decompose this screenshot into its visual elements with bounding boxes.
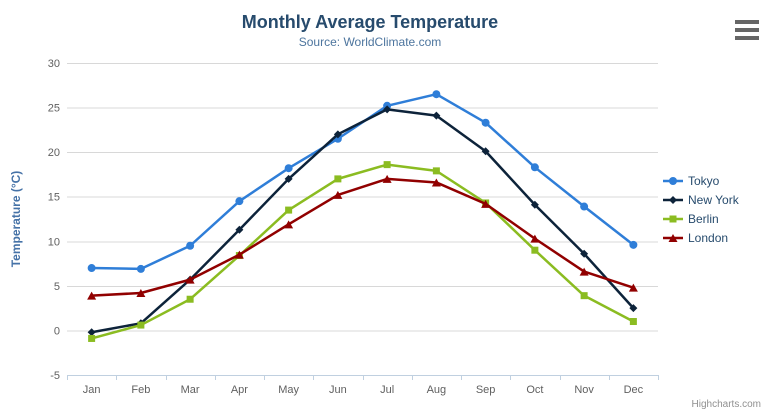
series-marker[interactable]	[580, 292, 588, 300]
series-line-new-york[interactable]	[90, 108, 635, 334]
series-marker[interactable]	[530, 163, 539, 172]
y-axis-label: 20	[48, 147, 60, 159]
legend-label: London	[688, 230, 729, 245]
x-axis-label: Oct	[526, 384, 543, 396]
legend-item-tokyo[interactable]: Tokyo	[663, 171, 739, 190]
y-axis-label: 25	[48, 103, 60, 115]
series-marker[interactable]	[580, 249, 589, 258]
x-axis-label: Feb	[131, 384, 150, 396]
series-line-berlin[interactable]	[90, 163, 635, 340]
series-marker[interactable]	[628, 283, 638, 292]
x-axis-label: Mar	[181, 384, 200, 396]
legend-label: Berlin	[688, 211, 719, 226]
x-axis-label: Jan	[83, 384, 101, 396]
series-marker[interactable]	[383, 161, 391, 169]
series-marker[interactable]	[629, 318, 637, 326]
legend-item-new-york[interactable]: New York	[663, 190, 739, 209]
x-axis-label: Sep	[476, 384, 496, 396]
y-axis-title: Temperature (°C)	[9, 171, 23, 268]
chart-subtitle: Source: WorldClimate.com	[298, 35, 442, 49]
y-axis-label: 15	[48, 192, 60, 204]
series-marker[interactable]	[481, 199, 491, 208]
series-marker[interactable]	[334, 175, 342, 183]
legend-item-london[interactable]: London	[663, 228, 739, 247]
series-marker[interactable]	[235, 197, 244, 206]
series-marker[interactable]	[333, 130, 342, 139]
chart-title: Monthly Average Temperature	[241, 12, 499, 32]
x-axis-label: Nov	[574, 384, 594, 396]
y-axis-label: 10	[48, 236, 60, 248]
series-marker[interactable]	[530, 200, 539, 209]
y-axis-label: 5	[54, 281, 60, 293]
series-marker[interactable]	[87, 264, 96, 273]
series-marker[interactable]	[87, 328, 96, 337]
triangle-legend-marker-icon	[663, 233, 683, 242]
series-marker[interactable]	[629, 304, 638, 313]
x-axis-label: Dec	[624, 384, 644, 396]
series-marker[interactable]	[333, 190, 343, 199]
series-marker[interactable]	[530, 234, 540, 243]
series-marker[interactable]	[531, 246, 539, 254]
legend-label: New York	[688, 192, 739, 207]
series-marker[interactable]	[481, 147, 490, 156]
series-marker[interactable]	[579, 267, 589, 276]
series-marker[interactable]	[431, 178, 441, 187]
series-marker[interactable]	[629, 240, 638, 249]
hamburger-icon	[735, 20, 759, 24]
series-marker[interactable]	[432, 111, 441, 120]
series-marker[interactable]	[88, 334, 96, 342]
legend: Tokyo New York Berlin London	[663, 171, 739, 247]
circle-legend-marker-icon	[663, 176, 683, 185]
series-marker[interactable]	[136, 288, 146, 297]
x-axis-label: Jun	[329, 384, 347, 396]
series-marker[interactable]	[285, 206, 293, 214]
series-line-tokyo[interactable]	[90, 92, 635, 271]
series-marker[interactable]	[580, 202, 589, 211]
y-axis-label: -5	[50, 370, 60, 382]
series-marker[interactable]	[432, 167, 440, 175]
y-axis-label: 0	[54, 325, 60, 337]
legend-label: Tokyo	[688, 173, 720, 188]
x-axis-label: Aug	[427, 384, 447, 396]
x-axis-label: May	[278, 384, 299, 396]
series-marker[interactable]	[383, 105, 392, 114]
series-marker[interactable]	[432, 90, 441, 99]
series-marker[interactable]	[186, 241, 195, 250]
series-marker[interactable]	[234, 250, 244, 259]
y-axis-label: 30	[48, 58, 60, 70]
legend-item-berlin[interactable]: Berlin	[663, 209, 739, 228]
series-marker[interactable]	[382, 174, 392, 183]
series-marker[interactable]	[185, 275, 195, 284]
series-marker[interactable]	[235, 225, 244, 234]
series-marker[interactable]	[284, 164, 293, 173]
export-menu-button[interactable]	[735, 20, 760, 40]
series-marker[interactable]	[284, 220, 294, 229]
series-marker[interactable]	[186, 295, 194, 303]
series-marker[interactable]	[136, 264, 145, 273]
series-marker[interactable]	[87, 291, 97, 300]
credits-link[interactable]: Highcharts.com	[691, 399, 761, 410]
square-legend-marker-icon	[663, 215, 683, 222]
diamond-legend-marker-icon	[663, 195, 683, 204]
x-axis-label: Apr	[231, 384, 248, 396]
series-marker[interactable]	[284, 174, 293, 183]
series-marker[interactable]	[481, 118, 490, 127]
series-line-london[interactable]	[90, 177, 635, 297]
series-marker[interactable]	[137, 321, 145, 329]
x-axis-label: Jul	[380, 384, 394, 396]
